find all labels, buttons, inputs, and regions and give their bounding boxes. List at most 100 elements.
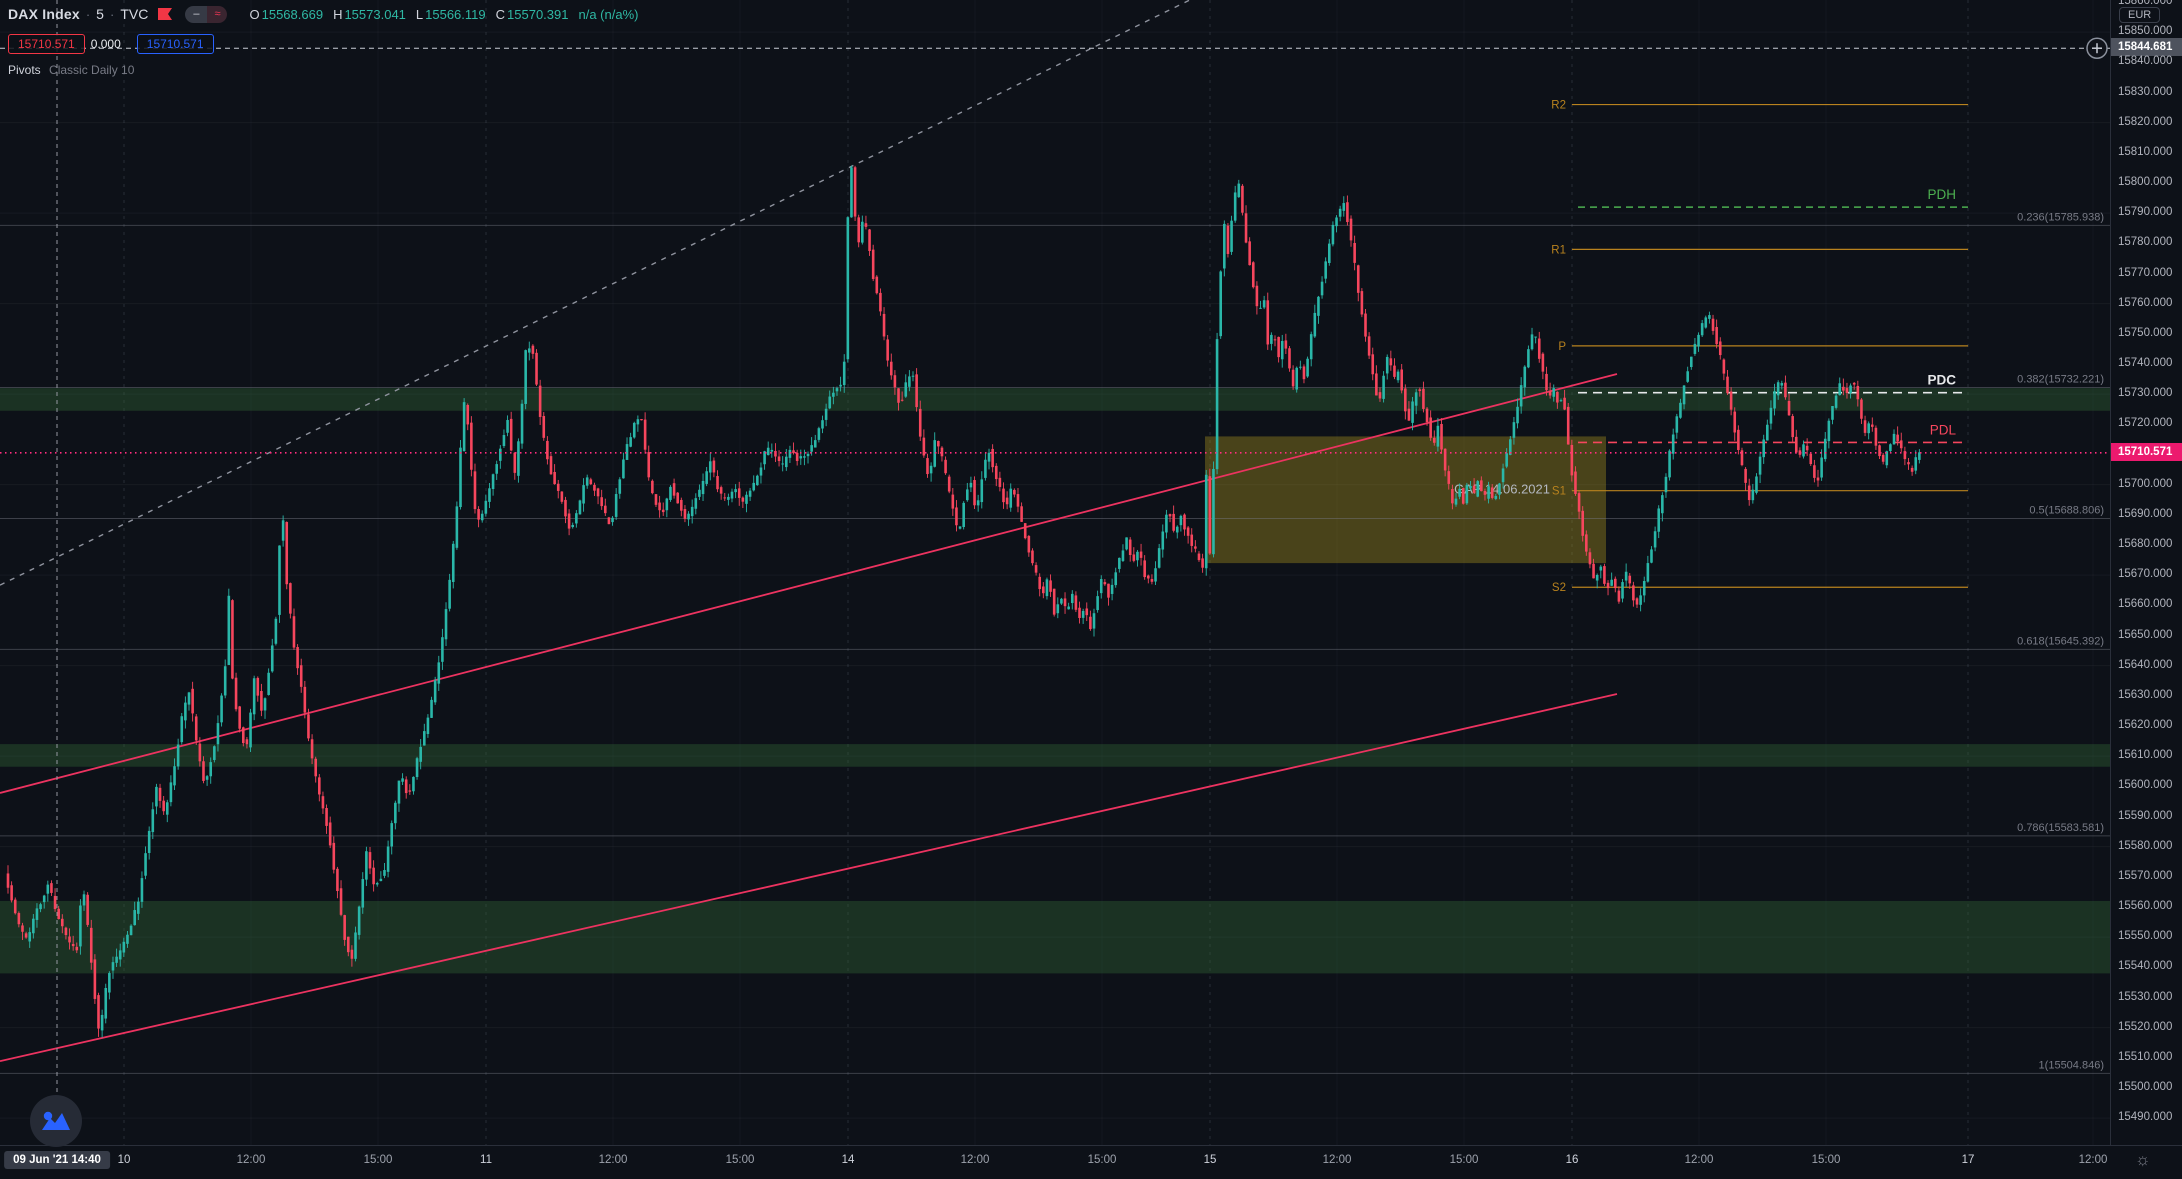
candle-body bbox=[296, 647, 299, 669]
red-price-label[interactable]: 15710.571 bbox=[8, 34, 85, 54]
candle-body bbox=[607, 517, 611, 525]
channel-lower-trendline[interactable] bbox=[0, 693, 1618, 1063]
channel-upper-trendline[interactable] bbox=[0, 373, 1618, 794]
candle-body bbox=[1335, 217, 1338, 227]
indicator-row[interactable]: Pivots Classic Daily 10 bbox=[8, 63, 638, 77]
candle-body bbox=[1737, 429, 1740, 450]
chart-canvas[interactable]: GAP 14.06.2021 0.236(15785.938) 0.382(1573… bbox=[0, 0, 2110, 1145]
candle-body bbox=[792, 450, 795, 454]
add-alert-button[interactable] bbox=[2086, 37, 2108, 59]
exchange-name[interactable]: TVC bbox=[120, 6, 149, 22]
candle-body bbox=[1136, 551, 1139, 561]
candle-body bbox=[1407, 408, 1411, 421]
blue-price-label[interactable]: 15710.571 bbox=[136, 34, 214, 54]
flag-icon[interactable] bbox=[158, 7, 173, 21]
candle-body bbox=[129, 925, 133, 936]
candle-body bbox=[842, 361, 846, 386]
candle-body bbox=[140, 878, 144, 902]
candle-body bbox=[1650, 549, 1653, 563]
candle-body bbox=[1284, 340, 1288, 349]
candle-body bbox=[1081, 610, 1085, 618]
candle-body bbox=[194, 716, 198, 741]
candle-body bbox=[517, 441, 520, 476]
candle-body bbox=[437, 662, 441, 684]
candle-body bbox=[314, 758, 317, 777]
candle-body bbox=[629, 437, 632, 447]
candle-body bbox=[1776, 382, 1780, 396]
candle-body bbox=[1657, 508, 1661, 532]
candle-body bbox=[162, 800, 165, 812]
price-tick-label: 15490.000 bbox=[2118, 1111, 2173, 1124]
candle-body bbox=[1744, 468, 1747, 483]
price-axis[interactable]: EUR 15844.681 15710.571 15490.000 15500.0… bbox=[2110, 0, 2182, 1145]
diagonal-dashed-trendline[interactable] bbox=[0, 0, 1191, 586]
candle-body bbox=[216, 723, 220, 745]
candle-body bbox=[1595, 574, 1599, 581]
minus-toggle-icon[interactable]: – bbox=[185, 5, 208, 23]
candle-body bbox=[1918, 452, 1921, 460]
candle-body bbox=[390, 823, 394, 847]
candle-body bbox=[687, 513, 690, 520]
crosshair-time-label: 09 Jun '21 14:40 bbox=[4, 1151, 110, 1169]
time-tick-label: 11 bbox=[480, 1154, 492, 1166]
candle-body bbox=[1396, 371, 1400, 381]
session-settings-icon[interactable]: ☼ bbox=[2135, 1150, 2151, 1169]
candle-body bbox=[1690, 356, 1693, 368]
candle-body bbox=[1451, 489, 1454, 504]
candle-body bbox=[1784, 382, 1787, 398]
candle-body bbox=[470, 422, 473, 470]
currency-badge[interactable]: EUR bbox=[2119, 7, 2161, 23]
candle-body bbox=[1548, 390, 1552, 396]
candle-body bbox=[1708, 315, 1711, 319]
candle-body bbox=[42, 895, 46, 903]
candle-body bbox=[994, 465, 998, 480]
candle-body bbox=[1805, 445, 1809, 451]
candle-body bbox=[1798, 450, 1802, 455]
price-tick-label: 15660.000 bbox=[2118, 598, 2173, 611]
candle-body bbox=[1458, 488, 1461, 497]
candle-body bbox=[1288, 348, 1291, 369]
candle-body bbox=[1364, 313, 1367, 337]
candle-body bbox=[1042, 586, 1045, 594]
candle-body bbox=[690, 506, 694, 517]
candle-body bbox=[918, 408, 922, 437]
price-tick-label: 15630.000 bbox=[2118, 688, 2173, 701]
candle-body bbox=[654, 494, 658, 505]
candle-body bbox=[976, 500, 980, 506]
wave-toggle-icon[interactable]: ≈ bbox=[207, 5, 228, 23]
time-tick-label: 12:00 bbox=[1684, 1154, 1714, 1166]
candle-body bbox=[1747, 485, 1751, 501]
chart-pane[interactable]: GAP 14.06.2021 0.236(15785.938) 0.382(1573… bbox=[0, 0, 2110, 1147]
symbol-name[interactable]: DAX Index bbox=[8, 6, 80, 22]
time-tick-label: 12:00 bbox=[960, 1154, 990, 1166]
candle-body bbox=[1910, 467, 1914, 472]
candle-body bbox=[1889, 444, 1892, 452]
chart-logo-button[interactable] bbox=[30, 1095, 82, 1147]
candle-body bbox=[79, 905, 82, 947]
candle-body bbox=[1903, 451, 1907, 460]
pivot-label-r2: R2 bbox=[1551, 100, 1566, 112]
chart-mode-toggle: – ≈ bbox=[185, 5, 228, 23]
candle-body bbox=[1758, 456, 1762, 475]
candle-body bbox=[1266, 300, 1270, 345]
symbol-row: DAX Index · 5 · TVC – ≈ O 15568.669 H 15… bbox=[8, 4, 638, 24]
candle-body bbox=[1375, 373, 1378, 396]
candle-body bbox=[506, 420, 509, 433]
indicator-name[interactable]: Pivots bbox=[8, 63, 41, 77]
candle-body bbox=[1490, 487, 1494, 498]
interval-value[interactable]: 5 bbox=[96, 6, 104, 22]
candle-body bbox=[1259, 307, 1262, 309]
candle-body bbox=[1096, 596, 1099, 611]
candle-body bbox=[1244, 213, 1248, 243]
gap-zone[interactable] bbox=[1205, 436, 1606, 564]
candle-body bbox=[1425, 408, 1429, 423]
candle-body bbox=[1150, 579, 1154, 582]
candle-body bbox=[1577, 493, 1581, 512]
candle-body bbox=[973, 480, 976, 506]
spread-value[interactable]: 0.000 bbox=[90, 37, 121, 51]
candle-body bbox=[198, 743, 202, 762]
candle-body bbox=[1899, 440, 1903, 449]
time-axis[interactable]: 09 Jun '21 14:40 ☼ 10 12:00 15:00 11 12:00 15… bbox=[0, 1145, 2182, 1179]
candle-body bbox=[596, 488, 600, 497]
price-tick-label: 15560.000 bbox=[2118, 900, 2173, 912]
